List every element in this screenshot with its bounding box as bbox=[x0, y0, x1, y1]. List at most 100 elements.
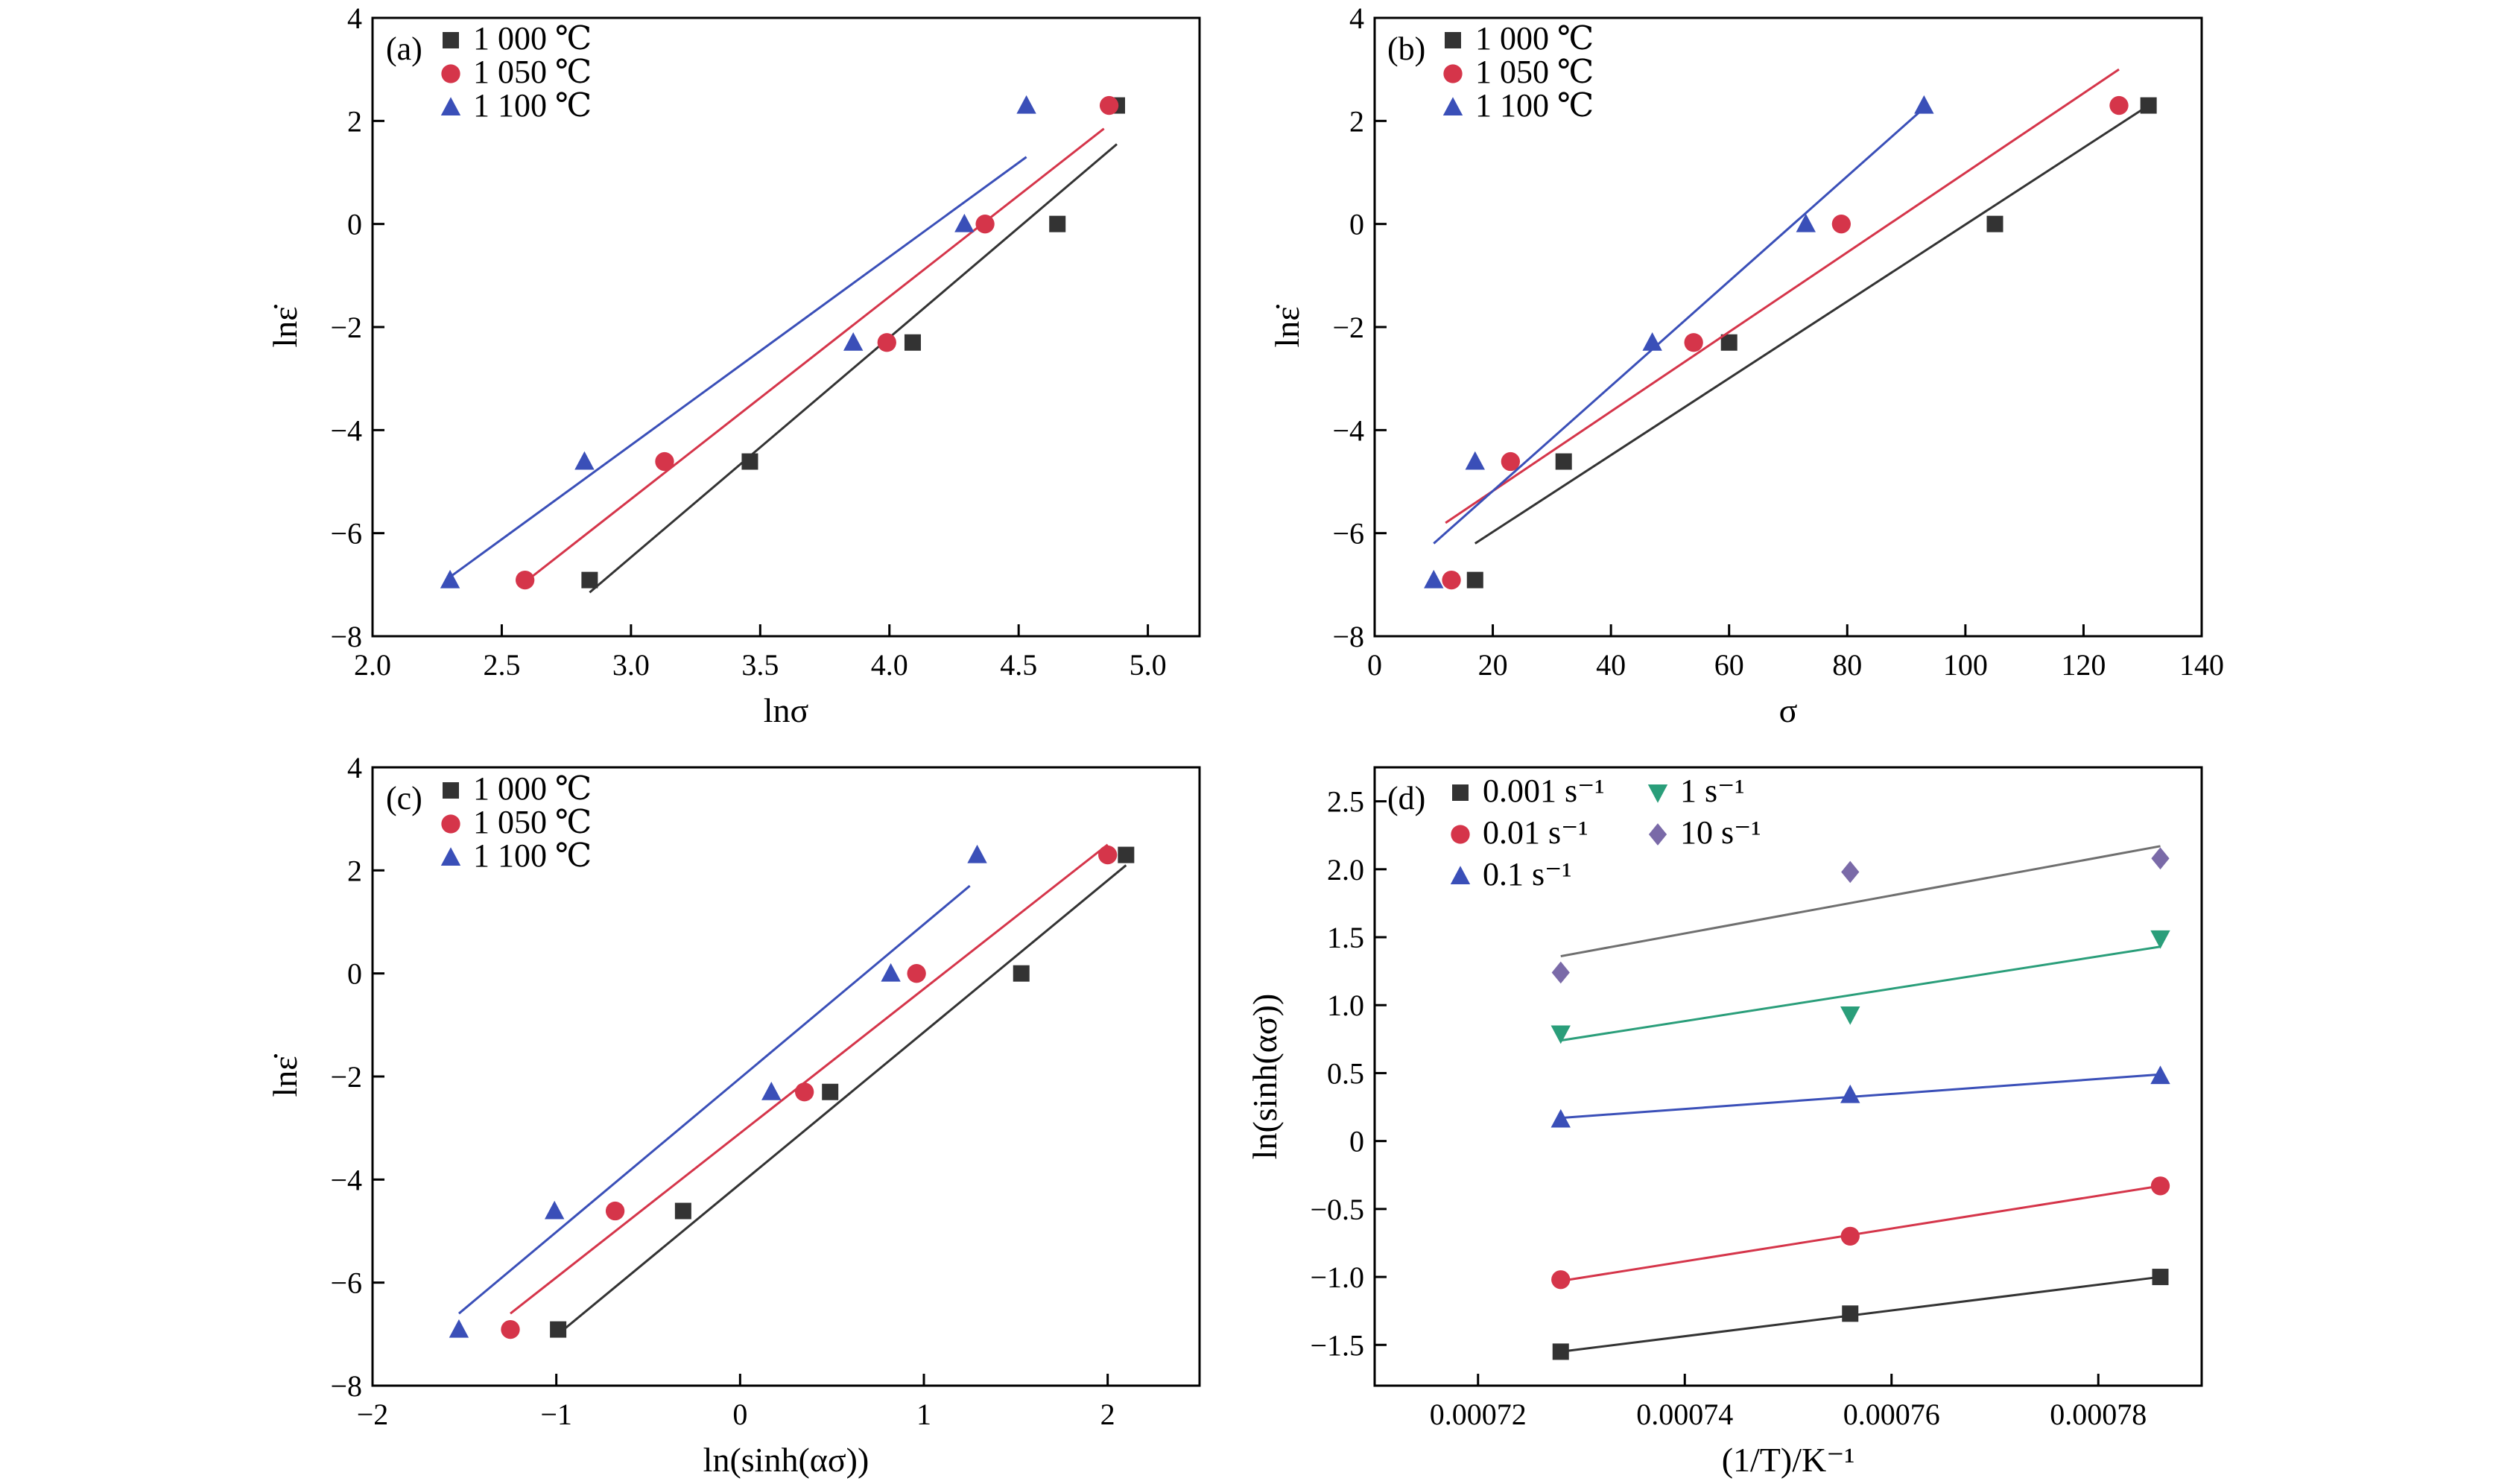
data-point bbox=[516, 570, 535, 590]
x-axis-label: (1/T)/K⁻¹ bbox=[1722, 1441, 1855, 1479]
data-point bbox=[2150, 930, 2170, 949]
legend-label: 1 050 ℃ bbox=[1475, 54, 1594, 90]
x-tick-label: 2 bbox=[1100, 1398, 1115, 1431]
data-point bbox=[1720, 334, 1738, 351]
y-tick-label: −4 bbox=[330, 413, 362, 447]
legend-marker bbox=[1647, 784, 1668, 803]
data-point bbox=[581, 571, 598, 589]
data-point bbox=[761, 1082, 782, 1100]
data-point bbox=[1841, 860, 1860, 884]
x-tick-label: 1 bbox=[916, 1398, 931, 1431]
y-tick-label: 0 bbox=[1349, 208, 1364, 241]
data-point bbox=[1840, 1006, 1860, 1025]
data-point bbox=[795, 1082, 814, 1102]
data-point bbox=[881, 963, 901, 982]
data-point bbox=[2152, 1269, 2169, 1286]
data-point bbox=[1914, 95, 1934, 114]
data-point bbox=[1842, 1305, 1859, 1322]
y-tick-label: 1.0 bbox=[1327, 989, 1364, 1022]
y-tick-label: 2 bbox=[1349, 104, 1364, 138]
legend-marker bbox=[1443, 64, 1463, 83]
data-point bbox=[2140, 97, 2157, 114]
data-point bbox=[822, 1083, 839, 1100]
x-tick-label: 2.5 bbox=[483, 648, 520, 682]
data-point bbox=[1442, 570, 1461, 590]
data-point bbox=[954, 213, 975, 232]
data-point bbox=[1840, 1084, 1860, 1103]
legend-label: 0.001 s⁻¹ bbox=[1483, 773, 1605, 809]
legend-label: 1 000 ℃ bbox=[1475, 20, 1594, 57]
legend-marker bbox=[1442, 97, 1463, 115]
y-tick-label: −2 bbox=[330, 311, 362, 344]
legend-marker bbox=[440, 847, 461, 866]
panel-tag: (a) bbox=[386, 31, 422, 67]
legend-label: 1 100 ℃ bbox=[1475, 87, 1594, 124]
y-tick-label: 4 bbox=[347, 751, 362, 784]
legend-label: 1 050 ℃ bbox=[473, 804, 592, 840]
y-tick-label: 2.0 bbox=[1327, 853, 1364, 887]
panel-b: 0 20 40 60 80 100 120 140 −8 −6 −4 −2 0 2 4 σ lnε̇ (b) 1 0… bbox=[1268, 1, 2224, 729]
y-tick-label: −8 bbox=[1332, 620, 1364, 653]
x-tick-label: 5.0 bbox=[1130, 648, 1167, 682]
legend-marker bbox=[443, 32, 459, 48]
y-tick-label: −8 bbox=[330, 620, 362, 653]
data-point bbox=[1016, 95, 1036, 114]
y-tick-label: −1.0 bbox=[1310, 1261, 1364, 1294]
fit-line bbox=[1433, 107, 1925, 545]
legend-marker bbox=[1451, 825, 1470, 844]
x-tick-label: −2 bbox=[357, 1398, 389, 1431]
data-point bbox=[1424, 569, 1444, 589]
y-tick-label: −6 bbox=[330, 1266, 362, 1300]
y-tick-label: −2 bbox=[1332, 311, 1364, 344]
legend-marker bbox=[1450, 866, 1471, 884]
legend-marker bbox=[443, 782, 459, 799]
fit-line bbox=[510, 843, 1109, 1315]
panel-tag: (c) bbox=[386, 780, 422, 816]
data-point bbox=[1099, 95, 1119, 115]
y-tick-label: 2 bbox=[347, 104, 362, 138]
data-point bbox=[440, 569, 460, 589]
fit-line bbox=[449, 156, 1027, 578]
x-tick-label: 0.00074 bbox=[1636, 1398, 1733, 1431]
data-point bbox=[1501, 451, 1521, 472]
legend-marker bbox=[440, 97, 461, 115]
x-tick-label: 20 bbox=[1478, 648, 1508, 682]
x-tick-label: 0 bbox=[732, 1398, 747, 1431]
data-point bbox=[1013, 965, 1030, 982]
legend-label: 10 s⁻¹ bbox=[1680, 814, 1761, 851]
fit-line bbox=[524, 127, 1105, 583]
data-point bbox=[449, 1319, 469, 1338]
legend-label: 1 100 ℃ bbox=[473, 837, 592, 874]
data-point bbox=[574, 451, 595, 470]
y-tick-label: −8 bbox=[330, 1369, 362, 1403]
x-tick-label: −1 bbox=[540, 1398, 572, 1431]
fit-line bbox=[557, 864, 1127, 1335]
data-point bbox=[2109, 95, 2129, 115]
legend-label: 0.01 s⁻¹ bbox=[1483, 814, 1588, 851]
plot-frame bbox=[1373, 766, 2203, 1387]
x-tick-label: 3.0 bbox=[612, 648, 650, 682]
x-tick-label: 0.00076 bbox=[1843, 1398, 1940, 1431]
fit-line bbox=[1474, 104, 2150, 545]
data-point bbox=[1552, 1343, 1569, 1360]
y-tick-label: 0 bbox=[1349, 1125, 1364, 1158]
data-point bbox=[501, 1319, 520, 1339]
data-point bbox=[1840, 1226, 1860, 1246]
x-tick-label: 4.5 bbox=[1000, 648, 1037, 682]
x-tick-label: 4.0 bbox=[871, 648, 908, 682]
panel-tag: (d) bbox=[1387, 780, 1425, 816]
data-point bbox=[605, 1201, 625, 1221]
data-point bbox=[904, 334, 921, 351]
data-point bbox=[545, 1200, 565, 1220]
x-tick-label: 140 bbox=[2179, 648, 2224, 682]
y-axis-label: lnε̇ bbox=[266, 1053, 304, 1097]
data-point bbox=[1466, 571, 1483, 589]
x-tick-label: 0.00072 bbox=[1430, 1398, 1527, 1431]
data-point bbox=[1684, 333, 1703, 352]
data-point bbox=[2150, 1176, 2170, 1196]
fit-line bbox=[1560, 845, 2161, 958]
x-tick-label: 2.0 bbox=[354, 648, 391, 682]
y-tick-label: 2 bbox=[347, 854, 362, 887]
x-axis-label: σ bbox=[1779, 691, 1798, 729]
